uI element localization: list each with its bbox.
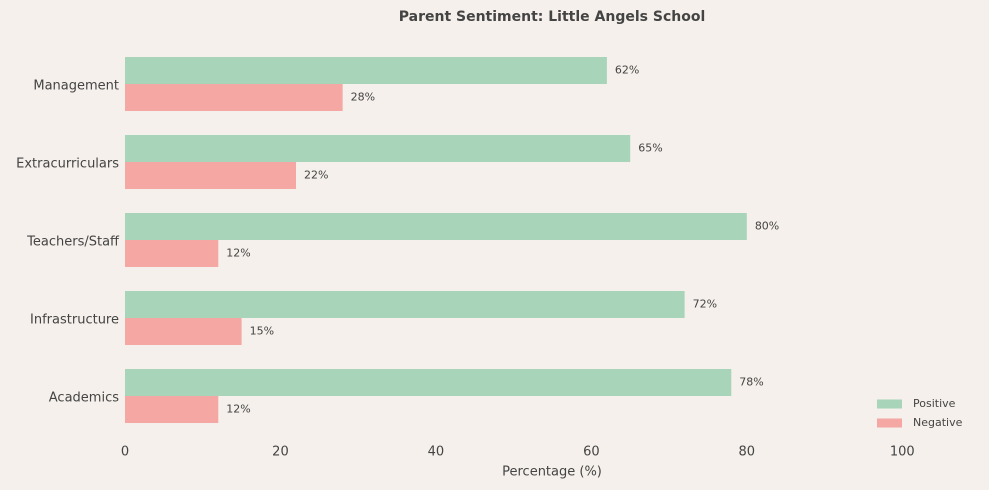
x-tick-label: 100 — [890, 445, 915, 460]
x-tick-label: 0 — [121, 445, 129, 460]
bar — [125, 240, 219, 267]
y-tick-label: Academics — [49, 391, 119, 406]
bar — [125, 318, 242, 345]
value-label: 28% — [351, 91, 375, 104]
value-label: 80% — [755, 220, 779, 233]
y-tick-label: Extracurriculars — [16, 157, 119, 172]
value-label: 22% — [304, 169, 328, 182]
value-label: 78% — [739, 376, 763, 389]
value-label: 15% — [250, 325, 274, 338]
legend-label: Negative — [913, 416, 963, 429]
bar — [125, 369, 732, 396]
value-label: 65% — [638, 142, 662, 155]
x-tick-label: 80 — [739, 445, 756, 460]
x-tick-label: 40 — [428, 445, 445, 460]
bar — [125, 84, 343, 111]
value-label: 12% — [226, 403, 250, 416]
chart-title: Parent Sentiment: Little Angels School — [399, 9, 706, 25]
y-tick-label: Infrastructure — [30, 313, 119, 328]
x-tick-label: 60 — [583, 445, 600, 460]
legend-swatch — [877, 399, 902, 409]
y-tick-label: Management — [33, 79, 119, 94]
y-tick-label: Teachers/Staff — [26, 235, 120, 250]
value-label: 12% — [226, 247, 250, 260]
value-label: 62% — [615, 64, 639, 77]
x-axis-label: Percentage (%) — [502, 465, 602, 480]
value-label: 72% — [693, 298, 717, 311]
x-tick-label: 20 — [272, 445, 289, 460]
bar — [125, 213, 747, 240]
legend-swatch — [877, 418, 902, 428]
bar — [125, 162, 296, 189]
bar — [125, 396, 219, 423]
legend-label: Positive — [913, 397, 956, 410]
bar — [125, 135, 631, 162]
bar — [125, 291, 685, 318]
bar — [125, 57, 607, 84]
